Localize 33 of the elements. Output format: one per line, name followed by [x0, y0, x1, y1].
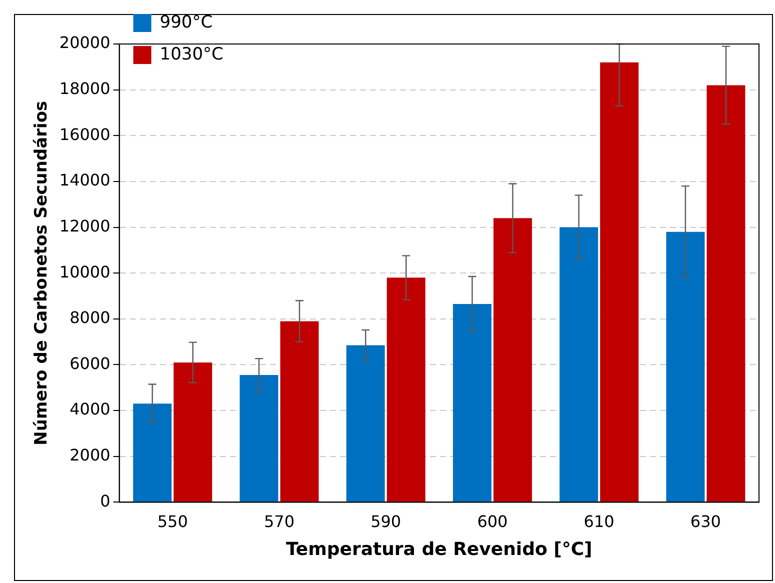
y-tick-label: 14000: [59, 170, 110, 190]
bar: [133, 404, 172, 502]
bar: [346, 345, 385, 502]
y-tick-label: 6000: [70, 354, 110, 373]
y-tick-label: 18000: [59, 78, 110, 98]
bar: [666, 232, 705, 502]
y-tick-label: 20000: [59, 33, 110, 52]
x-tick-label: 570: [264, 512, 294, 531]
bar: [452, 304, 492, 502]
y-axis-title: Número de Carbonetos Secundários: [32, 100, 52, 446]
bar: [600, 62, 639, 502]
bar: [174, 362, 212, 502]
y-tick-label: 10000: [59, 262, 110, 282]
bar: [706, 85, 746, 502]
legend-label: 1030°C: [160, 44, 224, 64]
x-tick-label: 610: [584, 512, 614, 531]
bar: [493, 218, 532, 502]
y-tick-label: 2000: [70, 446, 110, 465]
y-tick-label: 8000: [70, 308, 110, 328]
x-tick-label: 590: [370, 512, 402, 531]
y-tick-label: 0: [100, 491, 110, 510]
bar: [560, 227, 598, 502]
bar: [386, 278, 426, 502]
x-tick-label: 550: [157, 512, 188, 531]
y-tick-label: 12000: [59, 216, 110, 236]
legend-label: 990°C: [160, 12, 213, 32]
x-axis-title: Temperatura de Revenido [°C]: [286, 538, 592, 560]
y-tick-label: 4000: [70, 400, 110, 419]
x-tick-label: 600: [477, 512, 508, 531]
y-tick-label: 16000: [59, 124, 110, 144]
bar: [280, 321, 319, 502]
x-tick-label: 630: [690, 512, 721, 531]
bar: [240, 375, 278, 502]
